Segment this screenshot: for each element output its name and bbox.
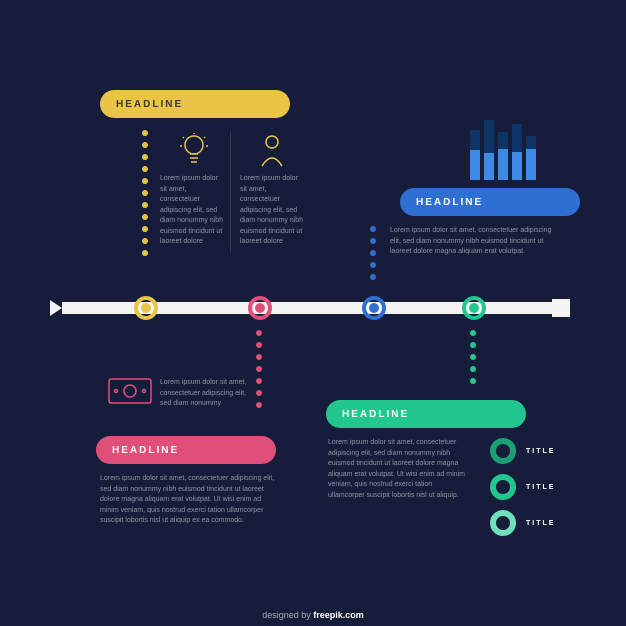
yellow-text-right: Lorem ipsum dolor sit amet, consectetuer…	[240, 174, 306, 248]
lightbulb-icon	[178, 132, 210, 173]
money-icon	[108, 378, 152, 409]
green-text: Lorem ipsum dolor sit amet, consectetuer…	[328, 438, 468, 501]
footer-prefix: designed by	[262, 610, 313, 620]
timeline-node-yellow	[134, 296, 158, 320]
ring-icon	[490, 510, 516, 536]
headline-pill-green: HEADLINE	[326, 400, 526, 428]
ring-title: TITLE	[526, 448, 555, 455]
yellow-divider	[230, 132, 231, 252]
ring-title: TITLE	[526, 484, 555, 491]
headline-label: HEADLINE	[416, 197, 483, 208]
footer-credit: designed by freepik.com	[0, 610, 626, 620]
headline-label: HEADLINE	[342, 409, 409, 420]
timeline-start-arrow	[50, 300, 62, 316]
blue-text: Lorem ipsum dolor sit amet, consectetuer…	[390, 226, 560, 258]
ring-icon	[490, 438, 516, 464]
footer-brand: freepik.com	[313, 610, 364, 620]
yellow-text-left: Lorem ipsum dolor sit amet, consectetuer…	[160, 174, 226, 248]
headline-pill-yellow: HEADLINE	[100, 90, 290, 118]
ring-icon	[490, 474, 516, 500]
headline-label: HEADLINE	[112, 445, 179, 456]
timeline-node-pink	[248, 296, 272, 320]
person-icon	[258, 132, 286, 173]
ring-item-3: TITLE	[490, 510, 555, 536]
ring-title: TITLE	[526, 520, 555, 527]
bar-chart-blue	[470, 120, 536, 180]
ring-item-2: TITLE	[490, 474, 555, 500]
connector-dots-yellow	[142, 130, 148, 256]
pink-text-bottom: Lorem ipsum dolor sit amet, consectetuer…	[100, 474, 276, 527]
connector-dots-green	[470, 330, 476, 384]
timeline-node-green	[462, 296, 486, 320]
connector-dots-pink	[256, 330, 262, 408]
timeline-node-blue	[362, 296, 386, 320]
timeline-end-square	[552, 299, 570, 317]
headline-pill-blue: HEADLINE	[400, 188, 580, 216]
headline-label: HEADLINE	[116, 99, 183, 110]
pink-text-top: Lorem ipsum dolor sit amet, consectetuer…	[160, 378, 250, 410]
connector-dots-blue	[370, 226, 376, 280]
headline-pill-pink: HEADLINE	[96, 436, 276, 464]
ring-item-1: TITLE	[490, 438, 555, 464]
